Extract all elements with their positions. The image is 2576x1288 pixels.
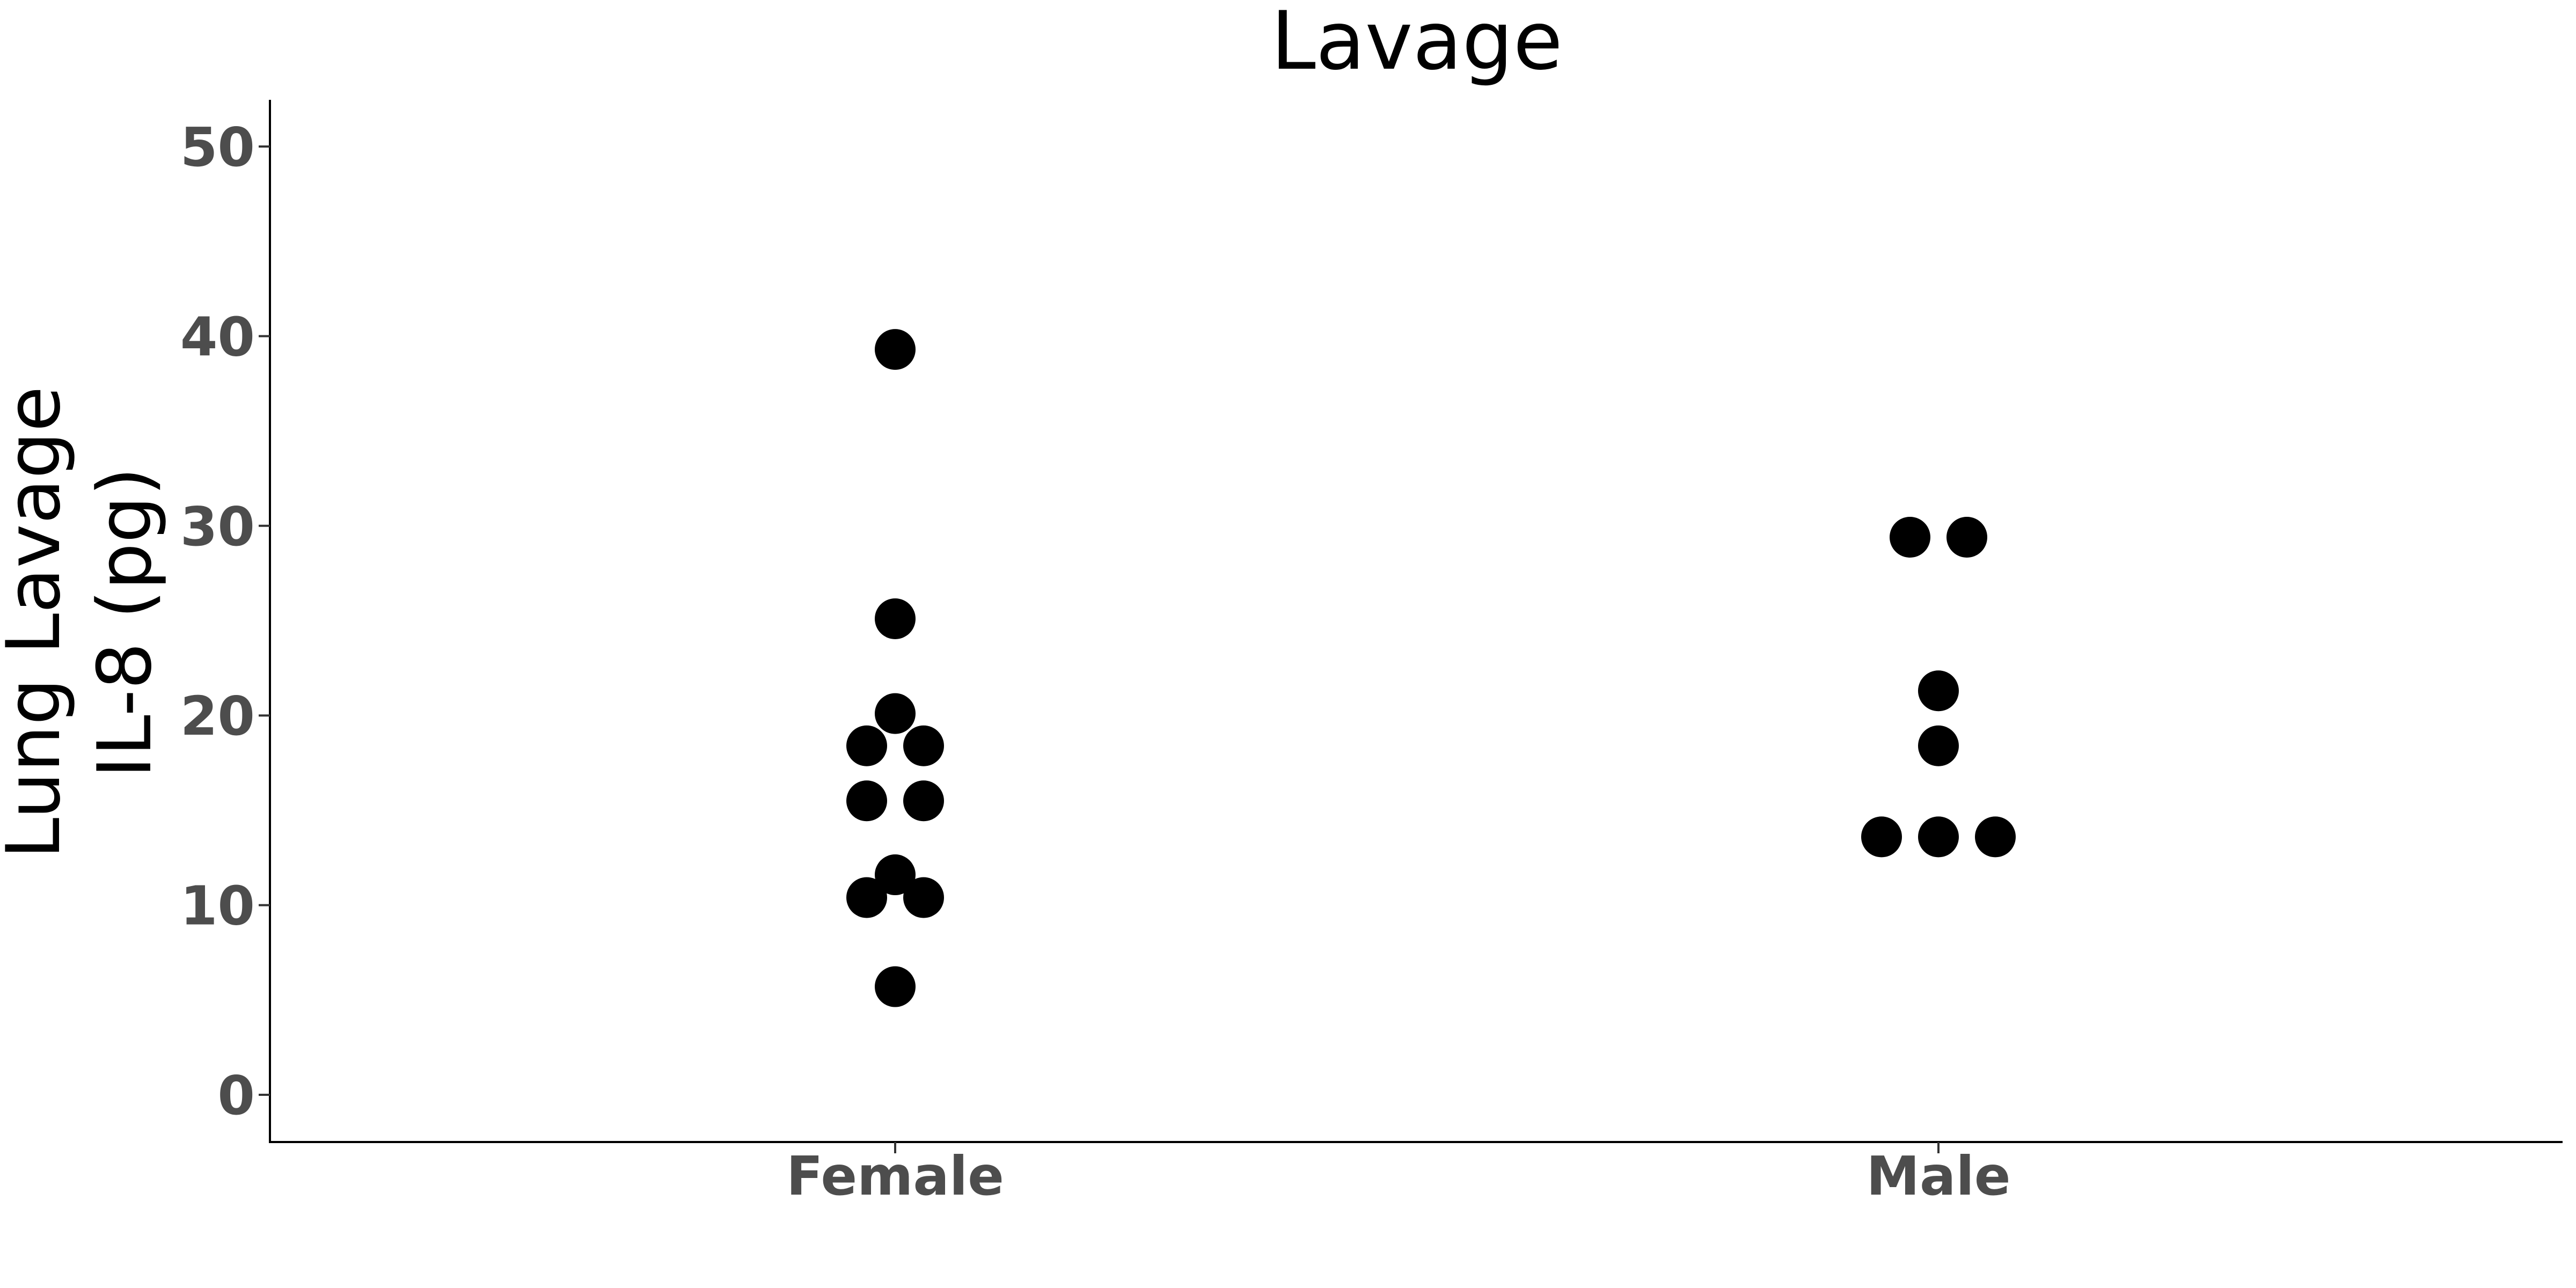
data-point-male (1861, 816, 1902, 858)
data-point-female (846, 780, 887, 822)
data-point-male (1918, 816, 1959, 858)
y-tick-label: 20 (180, 685, 255, 748)
data-point-male (1918, 725, 1959, 766)
y-tick-label: 10 (180, 875, 255, 938)
y-axis-label: IL-8 (pg) (82, 467, 168, 778)
data-point-female (875, 854, 916, 896)
data-point-female (846, 725, 887, 766)
x-tick-label: Male (1866, 1145, 2010, 1208)
y-tick-label: 50 (180, 116, 255, 179)
y-tick-label: 40 (180, 305, 255, 368)
chart-title: Lavage (1271, 0, 1563, 88)
y-axis-label-line-2: IL-8 (pg) (82, 467, 168, 778)
data-point-male (1890, 517, 1930, 558)
data-point-female (875, 966, 916, 1007)
data-points (846, 329, 2016, 1007)
y-axis-label: Lung Lavage (0, 386, 77, 859)
data-point-female (903, 725, 944, 766)
y-axis-ticks: 0 10 20 30 40 50 (180, 116, 270, 1127)
x-axis-ticks: Female Male (786, 1142, 2011, 1208)
y-axis-label-line-1: Lung Lavage (0, 386, 77, 859)
data-point-female (875, 693, 916, 734)
y-tick-label: 30 (180, 495, 255, 558)
data-point-male (1918, 670, 1959, 712)
data-point-female (846, 877, 887, 918)
data-point-female (875, 598, 916, 639)
data-point-female (903, 877, 944, 918)
x-tick-label: Female (786, 1145, 1004, 1208)
data-point-male (1946, 517, 1987, 558)
data-point-female (903, 780, 944, 822)
data-point-female (875, 329, 916, 370)
y-tick-label: 0 (217, 1064, 255, 1127)
data-point-male (1975, 816, 2016, 858)
